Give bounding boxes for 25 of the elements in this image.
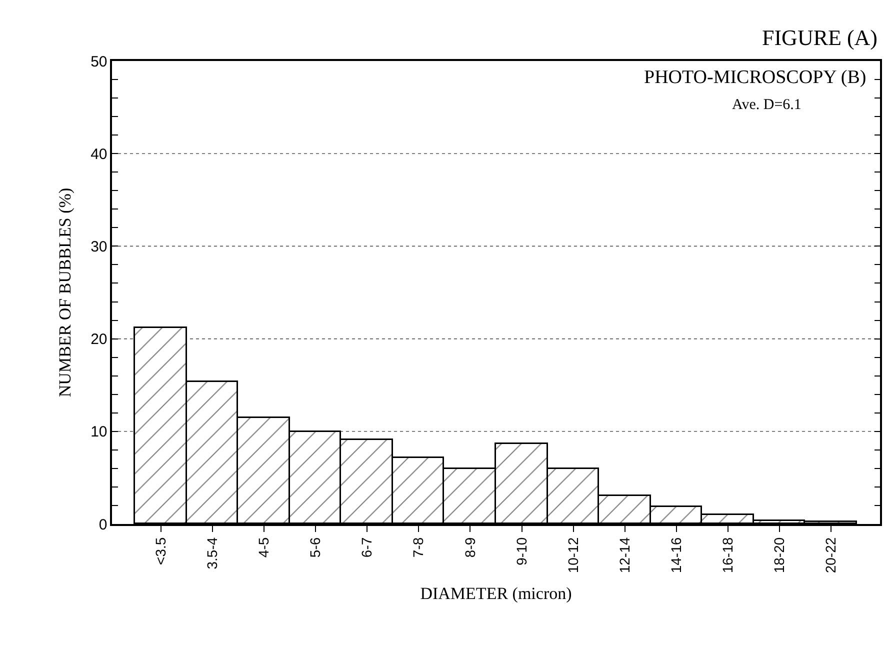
x-tick-label: <3.5 bbox=[152, 537, 169, 565]
y-tick-label: 30 bbox=[90, 238, 108, 256]
y-tick-label: 20 bbox=[90, 331, 108, 348]
x-tick-label: 20-22 bbox=[822, 537, 839, 574]
y-tick-label: 10 bbox=[90, 424, 108, 441]
annotation: PHOTO-MICROSCOPY (B) bbox=[644, 67, 866, 88]
x-tick-label: 7-8 bbox=[410, 537, 426, 558]
x-tick-label: 8-9 bbox=[462, 537, 478, 558]
chart-title: FIGURE (A) bbox=[762, 25, 878, 50]
x-tick-label: 10-12 bbox=[564, 537, 581, 574]
x-tick-label: 16-18 bbox=[720, 537, 736, 574]
x-tick-label: 4-5 bbox=[256, 537, 272, 558]
x-tick-label: 5-6 bbox=[307, 537, 324, 558]
y-tick-label: 0 bbox=[98, 516, 108, 534]
x-tick-label: 6-7 bbox=[358, 537, 375, 558]
annotation: Ave. D=6.1 bbox=[732, 97, 802, 113]
x-tick-label: 18-20 bbox=[771, 537, 788, 574]
x-tick-label: 9-10 bbox=[513, 537, 530, 566]
y-axis-title: NUMBER OF BUBBLES (%) bbox=[56, 188, 75, 398]
x-tick-label: 12-14 bbox=[616, 537, 632, 574]
y-tick-label: 50 bbox=[90, 53, 108, 70]
y-tick-label: 40 bbox=[90, 146, 108, 163]
x-tick-label: 14-16 bbox=[668, 537, 684, 574]
x-axis-title: DIAMETER (micron) bbox=[420, 584, 572, 604]
x-tick-label: 3.5-4 bbox=[204, 537, 220, 570]
